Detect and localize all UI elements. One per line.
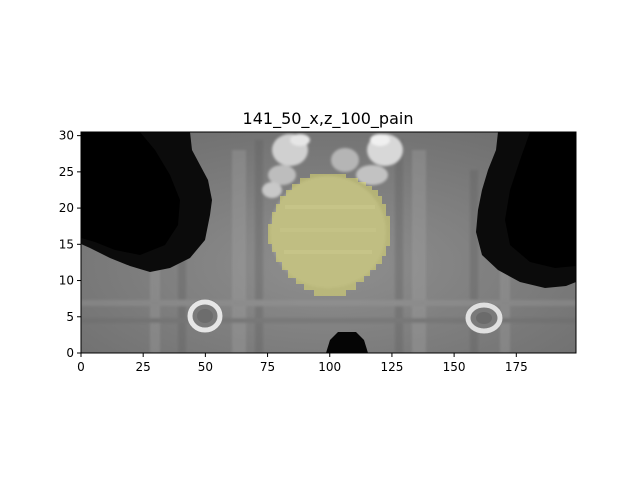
ring-right xyxy=(465,302,503,334)
x-tick-label: 75 xyxy=(260,360,275,374)
y-axis-ticks: 0 5 10 15 20 25 30 xyxy=(59,129,81,360)
x-tick-label: 25 xyxy=(136,360,151,374)
y-tick-label: 10 xyxy=(59,274,74,288)
axes-frame xyxy=(80,131,577,354)
air-right-inner xyxy=(505,132,576,268)
x-tick-label: 100 xyxy=(318,360,341,374)
x-tick-label: 50 xyxy=(198,360,213,374)
bone-top xyxy=(262,134,403,198)
plot-title: 141_50_x,z_100_pain xyxy=(243,109,414,129)
y-tick-label: 15 xyxy=(59,237,74,251)
ct-image xyxy=(81,132,576,353)
x-tick-label: 150 xyxy=(443,360,466,374)
y-tick-label: 5 xyxy=(66,310,74,324)
segmentation-overlay xyxy=(268,174,390,296)
y-tick-label: 0 xyxy=(66,346,74,360)
air-left-inner xyxy=(81,132,180,255)
ring-left xyxy=(187,299,223,333)
y-tick-label: 20 xyxy=(59,201,74,215)
y-tick-label: 30 xyxy=(59,129,74,143)
x-tick-label: 175 xyxy=(505,360,528,374)
x-tick-label: 125 xyxy=(380,360,403,374)
x-axis-ticks: 0 25 50 75 100 125 150 175 xyxy=(77,353,528,374)
y-tick-label: 25 xyxy=(59,165,74,179)
air-bottom xyxy=(326,332,368,353)
x-tick-label: 0 xyxy=(77,360,85,374)
